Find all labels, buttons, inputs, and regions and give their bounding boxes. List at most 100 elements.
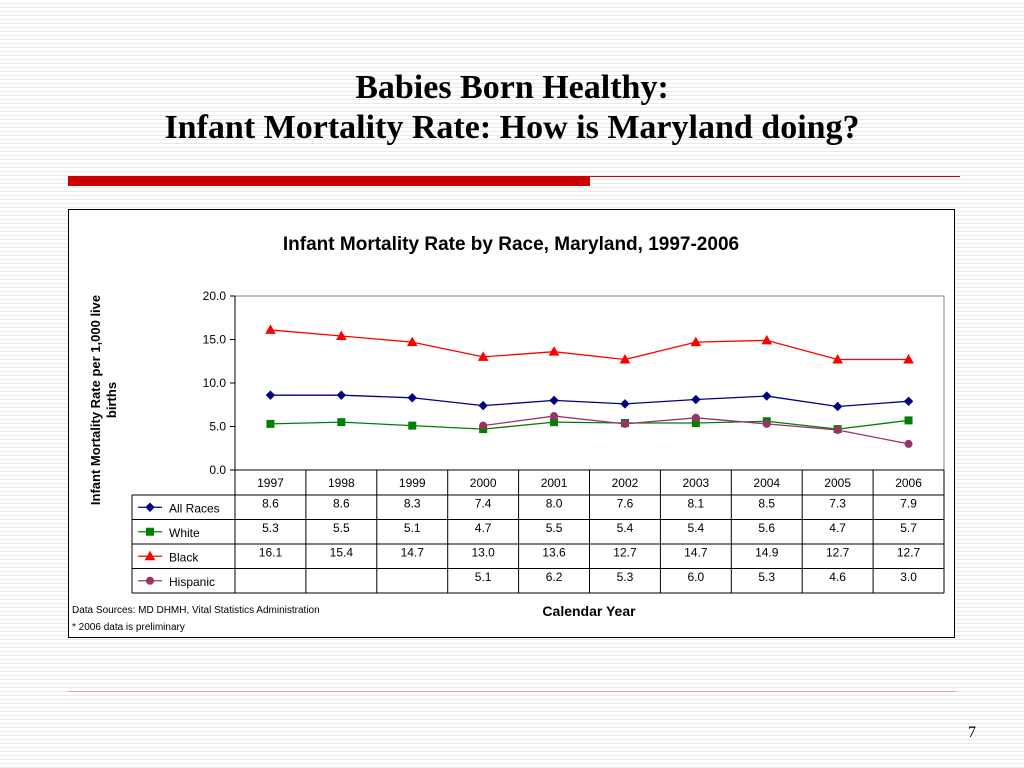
- data-label-all-races: 7.9: [900, 496, 917, 510]
- data-label-hispanic: 5.3: [758, 570, 775, 584]
- data-point-hispanic: [550, 412, 559, 421]
- data-point-all-races: [336, 390, 347, 400]
- data-point-hispanic: [479, 421, 488, 430]
- data-point-hispanic: [691, 413, 700, 422]
- data-point-white: [408, 421, 417, 430]
- x-category-label: 2001: [541, 476, 568, 490]
- data-point-hispanic: [904, 439, 913, 448]
- data-label-all-races: 7.3: [829, 496, 846, 510]
- data-label-white: 5.5: [546, 521, 563, 535]
- data-point-black: [761, 334, 773, 345]
- y-tick-label: 15.0: [203, 333, 227, 347]
- data-point-white: [904, 416, 913, 425]
- y-tick-label: 5.0: [209, 420, 226, 434]
- data-label-white: 4.7: [829, 521, 846, 535]
- data-label-white: 5.4: [688, 521, 705, 535]
- series-line-white: [270, 419, 909, 430]
- data-point-all-races: [832, 401, 843, 412]
- slide-title-line2: Infant Mortality Rate: How is Maryland d…: [164, 109, 860, 146]
- x-category-label: 2006: [895, 476, 922, 490]
- data-point-black: [406, 336, 418, 347]
- data-label-white: 5.6: [758, 521, 775, 535]
- legend-label-black: Black: [169, 550, 199, 564]
- data-label-hispanic: 5.1: [475, 570, 492, 584]
- footer-rule: [68, 691, 956, 692]
- data-point-all-races: [762, 391, 772, 401]
- data-label-black: 14.7: [684, 545, 708, 559]
- data-label-black: 12.7: [826, 545, 850, 559]
- data-label-all-races: 8.3: [404, 496, 421, 510]
- data-label-black: 16.1: [259, 545, 283, 559]
- data-point-white: [337, 418, 346, 427]
- data-label-white: 5.1: [404, 521, 421, 535]
- data-label-black: 14.9: [755, 545, 779, 559]
- data-label-all-races: 8.1: [688, 496, 705, 510]
- data-point-black: [335, 330, 347, 341]
- data-label-black: 15.4: [330, 545, 354, 559]
- data-label-hispanic: 5.3: [617, 570, 634, 584]
- x-category-label: 2002: [612, 476, 639, 490]
- data-label-black: 14.7: [401, 545, 425, 559]
- legend-label-white: White: [169, 526, 200, 540]
- title-underline-bar: [68, 176, 590, 186]
- data-point-all-races: [265, 390, 276, 400]
- data-label-black: 12.7: [613, 545, 637, 559]
- chart-title: Infant Mortality Rate by Race, Maryland,…: [283, 234, 739, 255]
- data-point-black: [619, 353, 631, 364]
- x-category-label: 2000: [470, 476, 497, 490]
- chart-source-note: Data Sources: MD DHMH, Vital Statistics …: [72, 605, 320, 616]
- data-label-hispanic: 6.2: [546, 570, 563, 584]
- data-label-hispanic: 4.6: [829, 570, 846, 584]
- legend-key-marker-black: [144, 550, 156, 561]
- y-tick-label: 0.0: [209, 463, 226, 477]
- title-underline-rule: [590, 176, 960, 177]
- data-label-all-races: 7.6: [617, 496, 634, 510]
- x-category-label: 1997: [257, 476, 284, 490]
- slide-title: Babies Born Healthy: Infant Mortality Ra…: [0, 68, 1024, 148]
- plot-area-frame: [234, 295, 945, 471]
- data-point-hispanic: [762, 419, 771, 428]
- series-line-black: [270, 329, 909, 361]
- data-label-white: 4.7: [475, 521, 492, 535]
- y-tick-label: 10.0: [203, 376, 227, 390]
- data-label-hispanic: 6.0: [688, 570, 705, 584]
- data-label-black: 13.0: [471, 545, 495, 559]
- data-point-all-races: [549, 395, 559, 406]
- chart-panel: Infant Mortality Rate by Race, Maryland,…: [68, 209, 955, 638]
- data-label-all-races: 8.6: [333, 496, 350, 510]
- data-point-all-races: [903, 396, 914, 406]
- data-point-hispanic: [833, 425, 842, 434]
- data-label-black: 12.7: [897, 545, 921, 559]
- y-axis-label-line2: births: [104, 382, 119, 418]
- legend-key-marker-all-races: [145, 502, 155, 512]
- data-label-white: 5.5: [333, 521, 350, 535]
- data-label-black: 13.6: [542, 545, 566, 559]
- data-point-black: [832, 353, 844, 364]
- data-point-black: [477, 351, 489, 361]
- data-point-all-races: [478, 400, 488, 411]
- data-point-white: [266, 419, 275, 428]
- data-point-black: [548, 346, 560, 356]
- data-label-white: 5.3: [262, 521, 279, 535]
- data-point-all-races: [620, 399, 630, 409]
- legend-label-all-races: All Races: [169, 501, 220, 515]
- data-label-white: 5.4: [617, 521, 634, 535]
- chart-source-note: * 2006 data is preliminary: [72, 622, 185, 633]
- x-category-label: 2005: [824, 476, 851, 490]
- data-label-all-races: 7.4: [475, 496, 492, 510]
- data-point-all-races: [407, 393, 417, 403]
- x-category-label: 1998: [328, 476, 355, 490]
- x-category-label: 1999: [399, 476, 426, 490]
- data-point-all-races: [691, 394, 701, 405]
- legend-label-hispanic: Hispanic: [169, 575, 215, 589]
- data-label-all-races: 8.0: [546, 496, 563, 510]
- data-point-black: [265, 324, 276, 334]
- data-point-hispanic: [620, 419, 629, 428]
- y-tick-label: 20.0: [203, 289, 227, 303]
- x-category-label: 2003: [682, 476, 709, 490]
- data-label-all-races: 8.6: [262, 496, 279, 510]
- data-point-black: [903, 353, 914, 364]
- x-category-label: 2004: [753, 476, 780, 490]
- legend-key-marker-white: [146, 527, 154, 536]
- data-label-all-races: 8.5: [758, 496, 775, 510]
